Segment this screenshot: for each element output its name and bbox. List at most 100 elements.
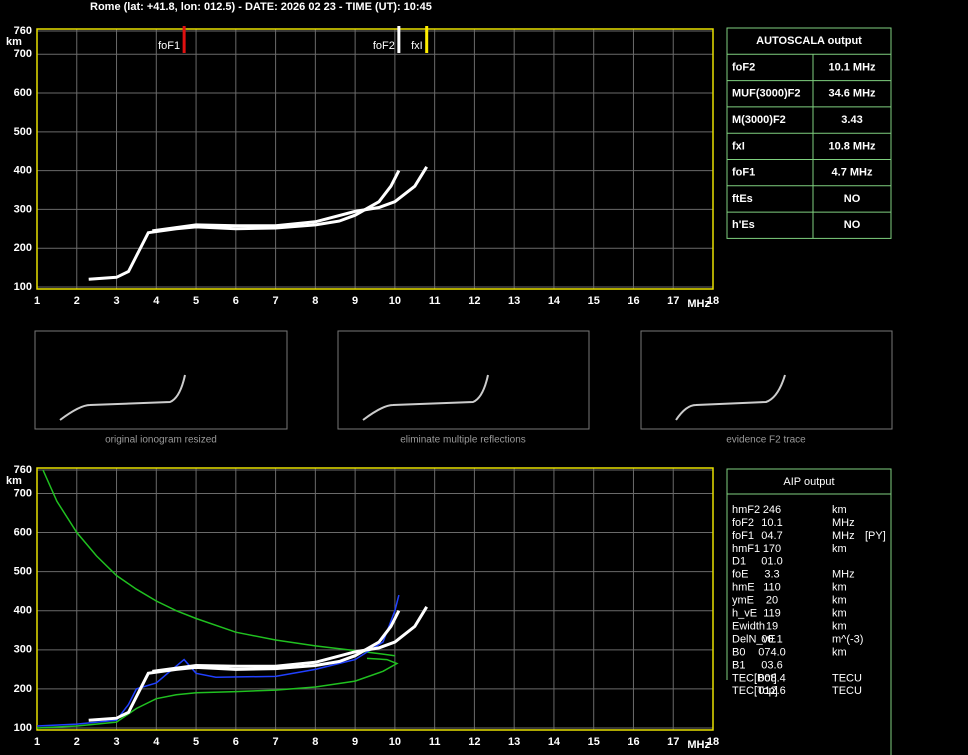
aip-cell: [PY]: [865, 530, 886, 542]
aip-cell: MHz: [832, 569, 855, 581]
thumb-trace: [675, 374, 786, 421]
aip-cell: 19: [766, 620, 778, 632]
x-tick-label: 18: [707, 736, 719, 748]
row-value: 3.43: [841, 114, 862, 126]
row-value: 4.7 MHz: [832, 167, 873, 179]
row-label: foF1: [732, 167, 755, 179]
aip-cell: TECU: [832, 685, 862, 697]
thumb-frame: [337, 330, 590, 430]
x-tick-label: 9: [352, 736, 358, 748]
x-tick-label: 17: [667, 295, 679, 307]
aip-cell: 246: [763, 504, 781, 516]
plot-frame: [36, 28, 714, 290]
x-tick-label: 3: [113, 295, 119, 307]
thumb-frame: [34, 330, 288, 430]
aip-cell: m^(-3): [832, 633, 863, 645]
x-tick-label: 15: [588, 736, 600, 748]
aip-cell: km: [832, 608, 847, 620]
row-value: 10.8 MHz: [828, 140, 876, 152]
aip-cell: DelN_vE: [732, 633, 775, 645]
aip-cell: 00.1: [761, 633, 782, 645]
y-tick-label: 500: [14, 126, 32, 138]
x-tick-label: 17: [667, 736, 679, 748]
aip-cell: 074.0: [758, 646, 786, 658]
row-label: ftEs: [732, 193, 753, 205]
y-tick-label: 300: [14, 203, 32, 215]
x-tick-label: 7: [273, 295, 279, 307]
aip-cell: km: [832, 620, 847, 632]
y-tick-label: 600: [14, 526, 32, 538]
y-tick-label: 700: [14, 48, 32, 60]
aip-cell: km: [832, 646, 847, 658]
x-tick-label: 1: [34, 295, 40, 307]
x-tick-label: 3: [113, 736, 119, 748]
x-axis-label: MHz: [687, 739, 710, 751]
x-tick-label: 13: [508, 295, 520, 307]
y-tick-label: 600: [14, 87, 32, 99]
aip-cell: km: [832, 582, 847, 594]
aip-cell: TEC[Top]: [732, 685, 778, 697]
x-tick-label: 18: [707, 295, 719, 307]
thumb-trace: [362, 374, 489, 421]
aip-cell: MHz: [832, 517, 855, 529]
x-tick-label: 10: [389, 295, 401, 307]
aip-cell: km: [832, 504, 847, 516]
y-tick-label: 400: [14, 605, 32, 617]
x-tick-label: 7: [273, 736, 279, 748]
y-tick-label: 100: [14, 722, 32, 734]
y-axis-label: km: [6, 475, 22, 487]
x-tick-label: 5: [193, 295, 199, 307]
trace: [152, 606, 428, 673]
marker-label: fxI: [411, 40, 423, 52]
marker-label: foF1: [158, 40, 180, 52]
table-title: AUTOSCALA output: [756, 35, 862, 47]
x-axis-label: MHz: [687, 298, 710, 310]
x-tick-label: 13: [508, 736, 520, 748]
aip-cell: hmF1: [732, 543, 760, 555]
x-tick-label: 11: [429, 736, 441, 748]
aip-cell: 110: [763, 582, 781, 594]
aip-frame: [726, 468, 892, 755]
row-label: fxI: [732, 140, 745, 152]
y-tick-label: 700: [14, 487, 32, 499]
x-tick-label: 12: [468, 736, 480, 748]
x-tick-label: 10: [389, 736, 401, 748]
x-tick-label: 8: [312, 736, 318, 748]
y-tick-label: 760: [14, 25, 32, 37]
aip-cell: km: [832, 595, 847, 607]
row-value: 34.6 MHz: [828, 88, 876, 100]
trace: [36, 657, 399, 729]
header-title: Rome (lat: +41.8, lon: 012.5) - DATE: 20…: [90, 1, 432, 13]
aip-cell: Ewidth: [732, 620, 765, 632]
x-tick-label: 14: [548, 736, 561, 748]
aip-cell: 170: [763, 543, 781, 555]
thumbnails: original ionogram resized eliminate mult…: [34, 330, 893, 446]
x-tick-label: 16: [627, 295, 639, 307]
aip-cell: 04.7: [761, 530, 782, 542]
trace: [88, 169, 401, 281]
row-label: MUF(3000)F2: [732, 88, 800, 100]
x-tick-label: 4: [153, 736, 160, 748]
row-value: NO: [844, 219, 861, 231]
aip-cell: 20: [766, 595, 778, 607]
row-label: M(3000)F2: [732, 114, 786, 126]
row-value: 10.1 MHz: [828, 61, 876, 73]
aip-cell: 119: [763, 608, 781, 620]
plot-frame: [36, 467, 714, 731]
aip-cell: D1: [732, 556, 746, 568]
aip-cell: MHz: [832, 530, 855, 542]
row-label: foF2: [732, 61, 755, 73]
trace: [88, 610, 401, 722]
aip-cell: foF2: [732, 517, 754, 529]
row-label: h'Es: [732, 219, 755, 231]
y-axis-label: km: [6, 36, 22, 48]
x-tick-label: 14: [548, 295, 561, 307]
y-tick-label: 300: [14, 644, 32, 656]
trace: [152, 166, 428, 233]
aip-cell: 10.1: [761, 517, 782, 529]
aip-cell: foE: [732, 569, 749, 581]
y-tick-label: 760: [14, 464, 32, 476]
aip-cell: B1: [732, 659, 745, 671]
x-tick-label: 5: [193, 736, 199, 748]
